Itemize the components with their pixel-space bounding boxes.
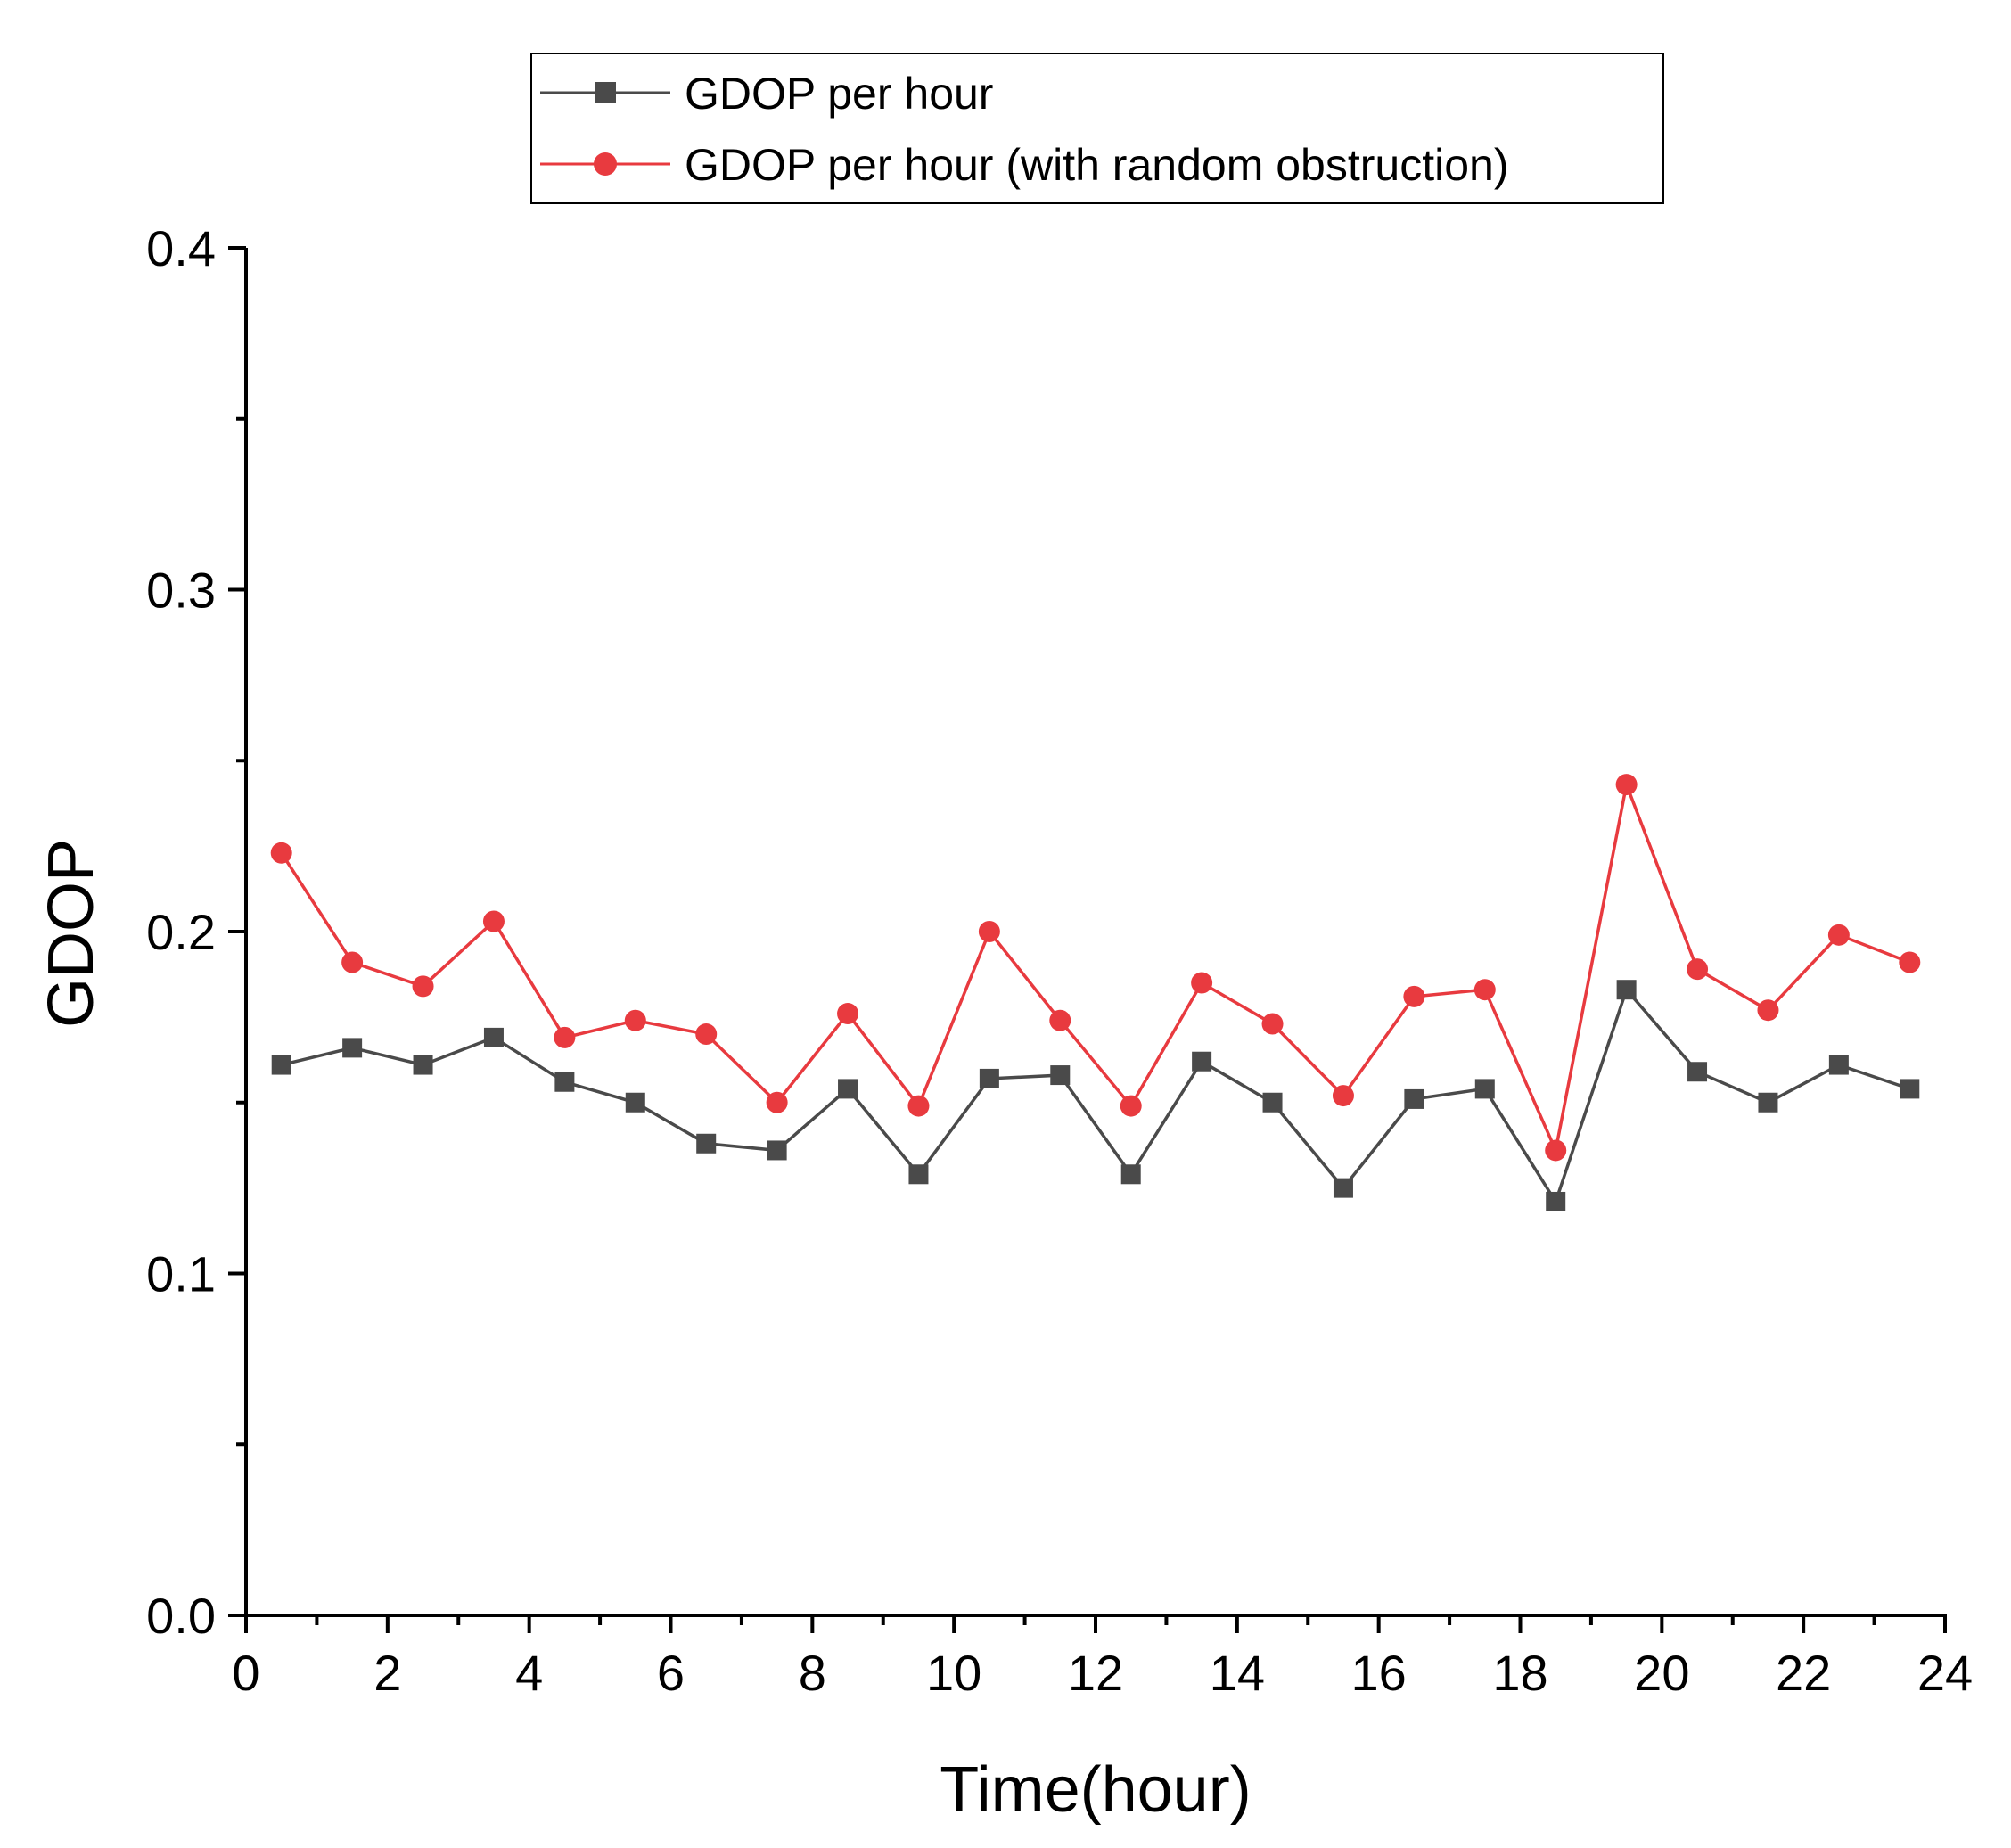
- legend-box: [530, 53, 1664, 204]
- series-1-point: [908, 1164, 929, 1185]
- x-tick-label: 0: [232, 1645, 259, 1701]
- series-1-point: [979, 1068, 999, 1088]
- y-tick-label: 0.4: [146, 220, 216, 276]
- series-2-point: [341, 951, 364, 973]
- series-1-point: [1687, 1062, 1708, 1082]
- series-2-point: [1615, 774, 1638, 796]
- series-1-point: [1192, 1051, 1212, 1072]
- legend-marker-series-2: [594, 152, 617, 176]
- series-1-point: [838, 1079, 858, 1099]
- series-1-point: [1333, 1178, 1353, 1198]
- x-tick-label: 18: [1492, 1645, 1547, 1701]
- series-2-point: [412, 975, 434, 998]
- series-1-point: [1900, 1079, 1920, 1099]
- series-1-line: [281, 986, 1910, 1206]
- series-1-point: [483, 1027, 504, 1047]
- series-1: [271, 980, 1920, 1211]
- series-2-point: [1899, 951, 1921, 973]
- legend-marker-series-1: [595, 82, 616, 103]
- y-tick-label: 0.3: [146, 563, 216, 619]
- legend: GDOP per hour GDOP per hour (with random…: [530, 53, 1664, 204]
- series-1-point: [554, 1072, 575, 1092]
- y-tick-label: 0.0: [146, 1588, 216, 1644]
- series-1-point: [271, 1055, 291, 1075]
- y-tick-label: 0.2: [146, 904, 216, 960]
- series-2-point: [1403, 985, 1425, 1007]
- series-2-line: [280, 778, 1910, 1156]
- series-2-point: [1827, 924, 1850, 946]
- x-tick-label: 12: [1068, 1645, 1123, 1701]
- y-axis-title: GDOP: [36, 839, 107, 1028]
- series-2-point: [482, 910, 505, 932]
- x-tick-label: 16: [1351, 1645, 1407, 1701]
- series-2-point: [554, 1026, 576, 1048]
- series-1-point: [342, 1038, 363, 1058]
- series-2-point: [1757, 999, 1779, 1022]
- series-1-point: [1758, 1092, 1778, 1113]
- series-1-point: [1404, 1088, 1424, 1109]
- series-2-point: [907, 1095, 930, 1117]
- series-1-point: [1050, 1065, 1071, 1086]
- legend-label-series-2: GDOP per hour (with random obstruction): [685, 140, 1508, 190]
- series-1-point: [1828, 1055, 1849, 1075]
- series-2-point: [1545, 1139, 1567, 1162]
- x-tick-label: 4: [515, 1645, 543, 1701]
- x-axis-title: Time(hour): [940, 1754, 1251, 1826]
- x-tick-label: 8: [799, 1645, 826, 1701]
- series-1-point: [767, 1140, 787, 1161]
- x-tick-label: 24: [1917, 1645, 1973, 1701]
- series-1-point: [1474, 1079, 1495, 1099]
- series-2: [270, 774, 1921, 1162]
- series-2-point: [1261, 1013, 1284, 1035]
- series-1-point: [1120, 1164, 1141, 1185]
- series-2-point: [978, 921, 1000, 942]
- x-tick-label: 2: [373, 1645, 401, 1701]
- series-2-point: [1332, 1085, 1354, 1107]
- x-axis-ticks: 0 2 4 6 8 10 12 14 16 18 20 22 24: [232, 1615, 1973, 1701]
- series-1-point: [1616, 980, 1637, 1000]
- series-2-point: [766, 1091, 788, 1113]
- x-tick-label: 6: [657, 1645, 685, 1701]
- x-tick-label: 14: [1210, 1645, 1265, 1701]
- series-2-point: [270, 842, 292, 864]
- series-2-point: [837, 1003, 859, 1025]
- series-1-point: [696, 1133, 717, 1154]
- series-2-point: [1049, 1009, 1071, 1031]
- series-1-point: [625, 1092, 645, 1113]
- series-2-point: [1687, 958, 1709, 981]
- series-2-point: [1120, 1095, 1142, 1117]
- series-1-point: [413, 1055, 433, 1075]
- legend-label-series-1: GDOP per hour: [685, 69, 993, 119]
- y-axis-ticks: 0.0 0.1 0.2 0.3 0.4: [146, 220, 246, 1644]
- x-tick-label: 22: [1776, 1645, 1831, 1701]
- series-2-point: [695, 1023, 718, 1046]
- x-tick-label: 10: [926, 1645, 981, 1701]
- legend-entry-series-1: GDOP per hour: [540, 69, 993, 119]
- series-1-point: [1546, 1191, 1566, 1211]
- series-2-point: [624, 1009, 646, 1031]
- plot-area: [270, 774, 1921, 1211]
- x-tick-label: 20: [1634, 1645, 1689, 1701]
- series-2-point: [1473, 979, 1496, 1001]
- series-1-point: [1262, 1092, 1283, 1113]
- series-2-point: [1191, 972, 1213, 994]
- y-tick-label: 0.1: [146, 1246, 216, 1302]
- legend-entry-series-2: GDOP per hour (with random obstruction): [540, 140, 1508, 190]
